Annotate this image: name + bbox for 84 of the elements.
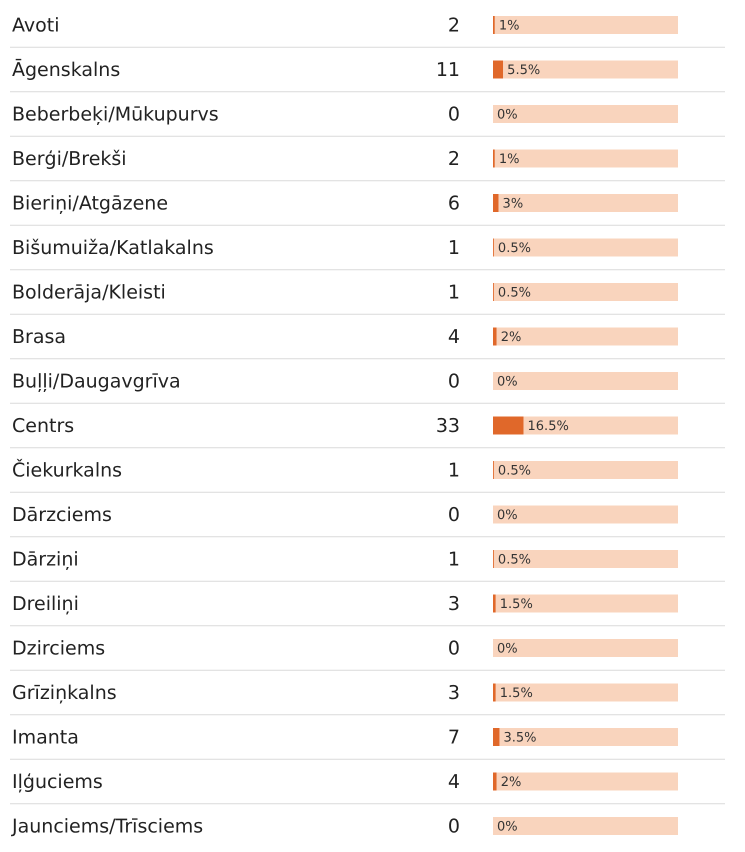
text: 0: [448, 370, 460, 393]
y-tick-label: Grīziņkalns: [12, 682, 117, 704]
bar: [493, 639, 678, 657]
bar: [503, 60, 678, 78]
text: 2: [448, 148, 460, 170]
data-label: 0.5%: [498, 286, 531, 301]
data-label: 0%: [497, 820, 518, 835]
y-tick-label: Dzirciems: [12, 638, 106, 660]
bar: [493, 772, 497, 790]
text: 1: [448, 548, 460, 571]
data-label: 1%: [498, 18, 520, 34]
text: 3: [448, 682, 460, 704]
text: 2: [448, 14, 460, 37]
y-tick-label: Bolderāja/Kleisti: [12, 282, 166, 304]
data-label: 16.5%: [528, 419, 569, 434]
y-tick-label: Iļģuciems: [12, 771, 103, 794]
text: 7: [448, 726, 460, 749]
bar: [493, 728, 500, 746]
y-tick-label: Bieriņi/Atgāzene: [12, 192, 168, 215]
bar: [494, 150, 678, 168]
data-label: 2%: [500, 775, 522, 790]
bar: [496, 328, 678, 346]
bar: [493, 594, 496, 612]
bar: [524, 416, 678, 434]
text: 0: [448, 104, 460, 126]
y-tick-label: Beberbeķi/Mūkupurvs: [12, 104, 219, 126]
data-label: 1%: [498, 152, 520, 168]
y-tick-label: Dārziņi: [12, 548, 79, 571]
y-tick-label: Jaunciems/Trīsciems: [11, 816, 204, 838]
text: 6: [448, 192, 460, 215]
data-label: 3%: [502, 196, 524, 212]
bar: [493, 105, 678, 123]
text: 4: [448, 771, 460, 794]
text: 33: [436, 415, 460, 438]
bar: [493, 506, 678, 524]
bar: [496, 594, 678, 612]
y-tick-label: Brasa: [12, 326, 66, 348]
text: 0: [448, 504, 460, 526]
y-tick-label: Avoti: [12, 14, 60, 37]
y-tick-label: Čiekurkalns: [12, 458, 122, 482]
y-tick-label: Bišumuiža/Katlakalns: [12, 237, 214, 260]
bar: [494, 461, 678, 479]
y-tick-label: Imanta: [12, 726, 79, 749]
y-tick-label: Dreiliņi: [12, 593, 79, 616]
text: 1: [448, 282, 460, 304]
data-label: 0%: [497, 642, 518, 657]
bar: [493, 60, 504, 78]
data-label: 0%: [497, 508, 518, 524]
bar: [493, 817, 678, 835]
text: 4: [448, 326, 460, 348]
data-label: 0%: [497, 374, 518, 390]
text: 3: [448, 593, 460, 616]
bar: [499, 728, 678, 746]
data-label: 1.5%: [500, 597, 533, 612]
y-tick-label: Āgenskalns: [12, 58, 120, 82]
bar: [498, 194, 678, 212]
data-label: 2%: [500, 330, 522, 346]
bar: [494, 16, 678, 34]
bar: [496, 772, 678, 790]
text: 1: [448, 237, 460, 260]
bar: [494, 283, 678, 301]
bar: [493, 194, 499, 212]
bar: [493, 416, 524, 434]
data-label: 5.5%: [507, 63, 540, 78]
text: 0: [448, 638, 460, 660]
y-tick-label: Buļļi/Daugavgrīva: [12, 370, 181, 393]
text: 0: [448, 816, 460, 838]
data-label: 1.5%: [500, 686, 533, 702]
bar: [494, 238, 678, 256]
text: 1: [448, 460, 460, 482]
y-tick-label: Berģi/Brekši: [12, 148, 127, 170]
y-tick-label: Centrs: [12, 415, 74, 438]
data-label: 0%: [497, 108, 518, 123]
data-label: 0.5%: [498, 241, 531, 256]
bar: [493, 328, 497, 346]
text: 11: [436, 59, 460, 82]
y-tick-label: Dārzciems: [12, 504, 112, 526]
data-label: 0.5%: [498, 464, 531, 479]
bar: [493, 684, 496, 702]
bar: [493, 372, 678, 390]
data-label: 3.5%: [503, 730, 537, 746]
data-label: 0.5%: [498, 552, 531, 568]
bar: [496, 684, 678, 702]
bar: [494, 550, 678, 568]
